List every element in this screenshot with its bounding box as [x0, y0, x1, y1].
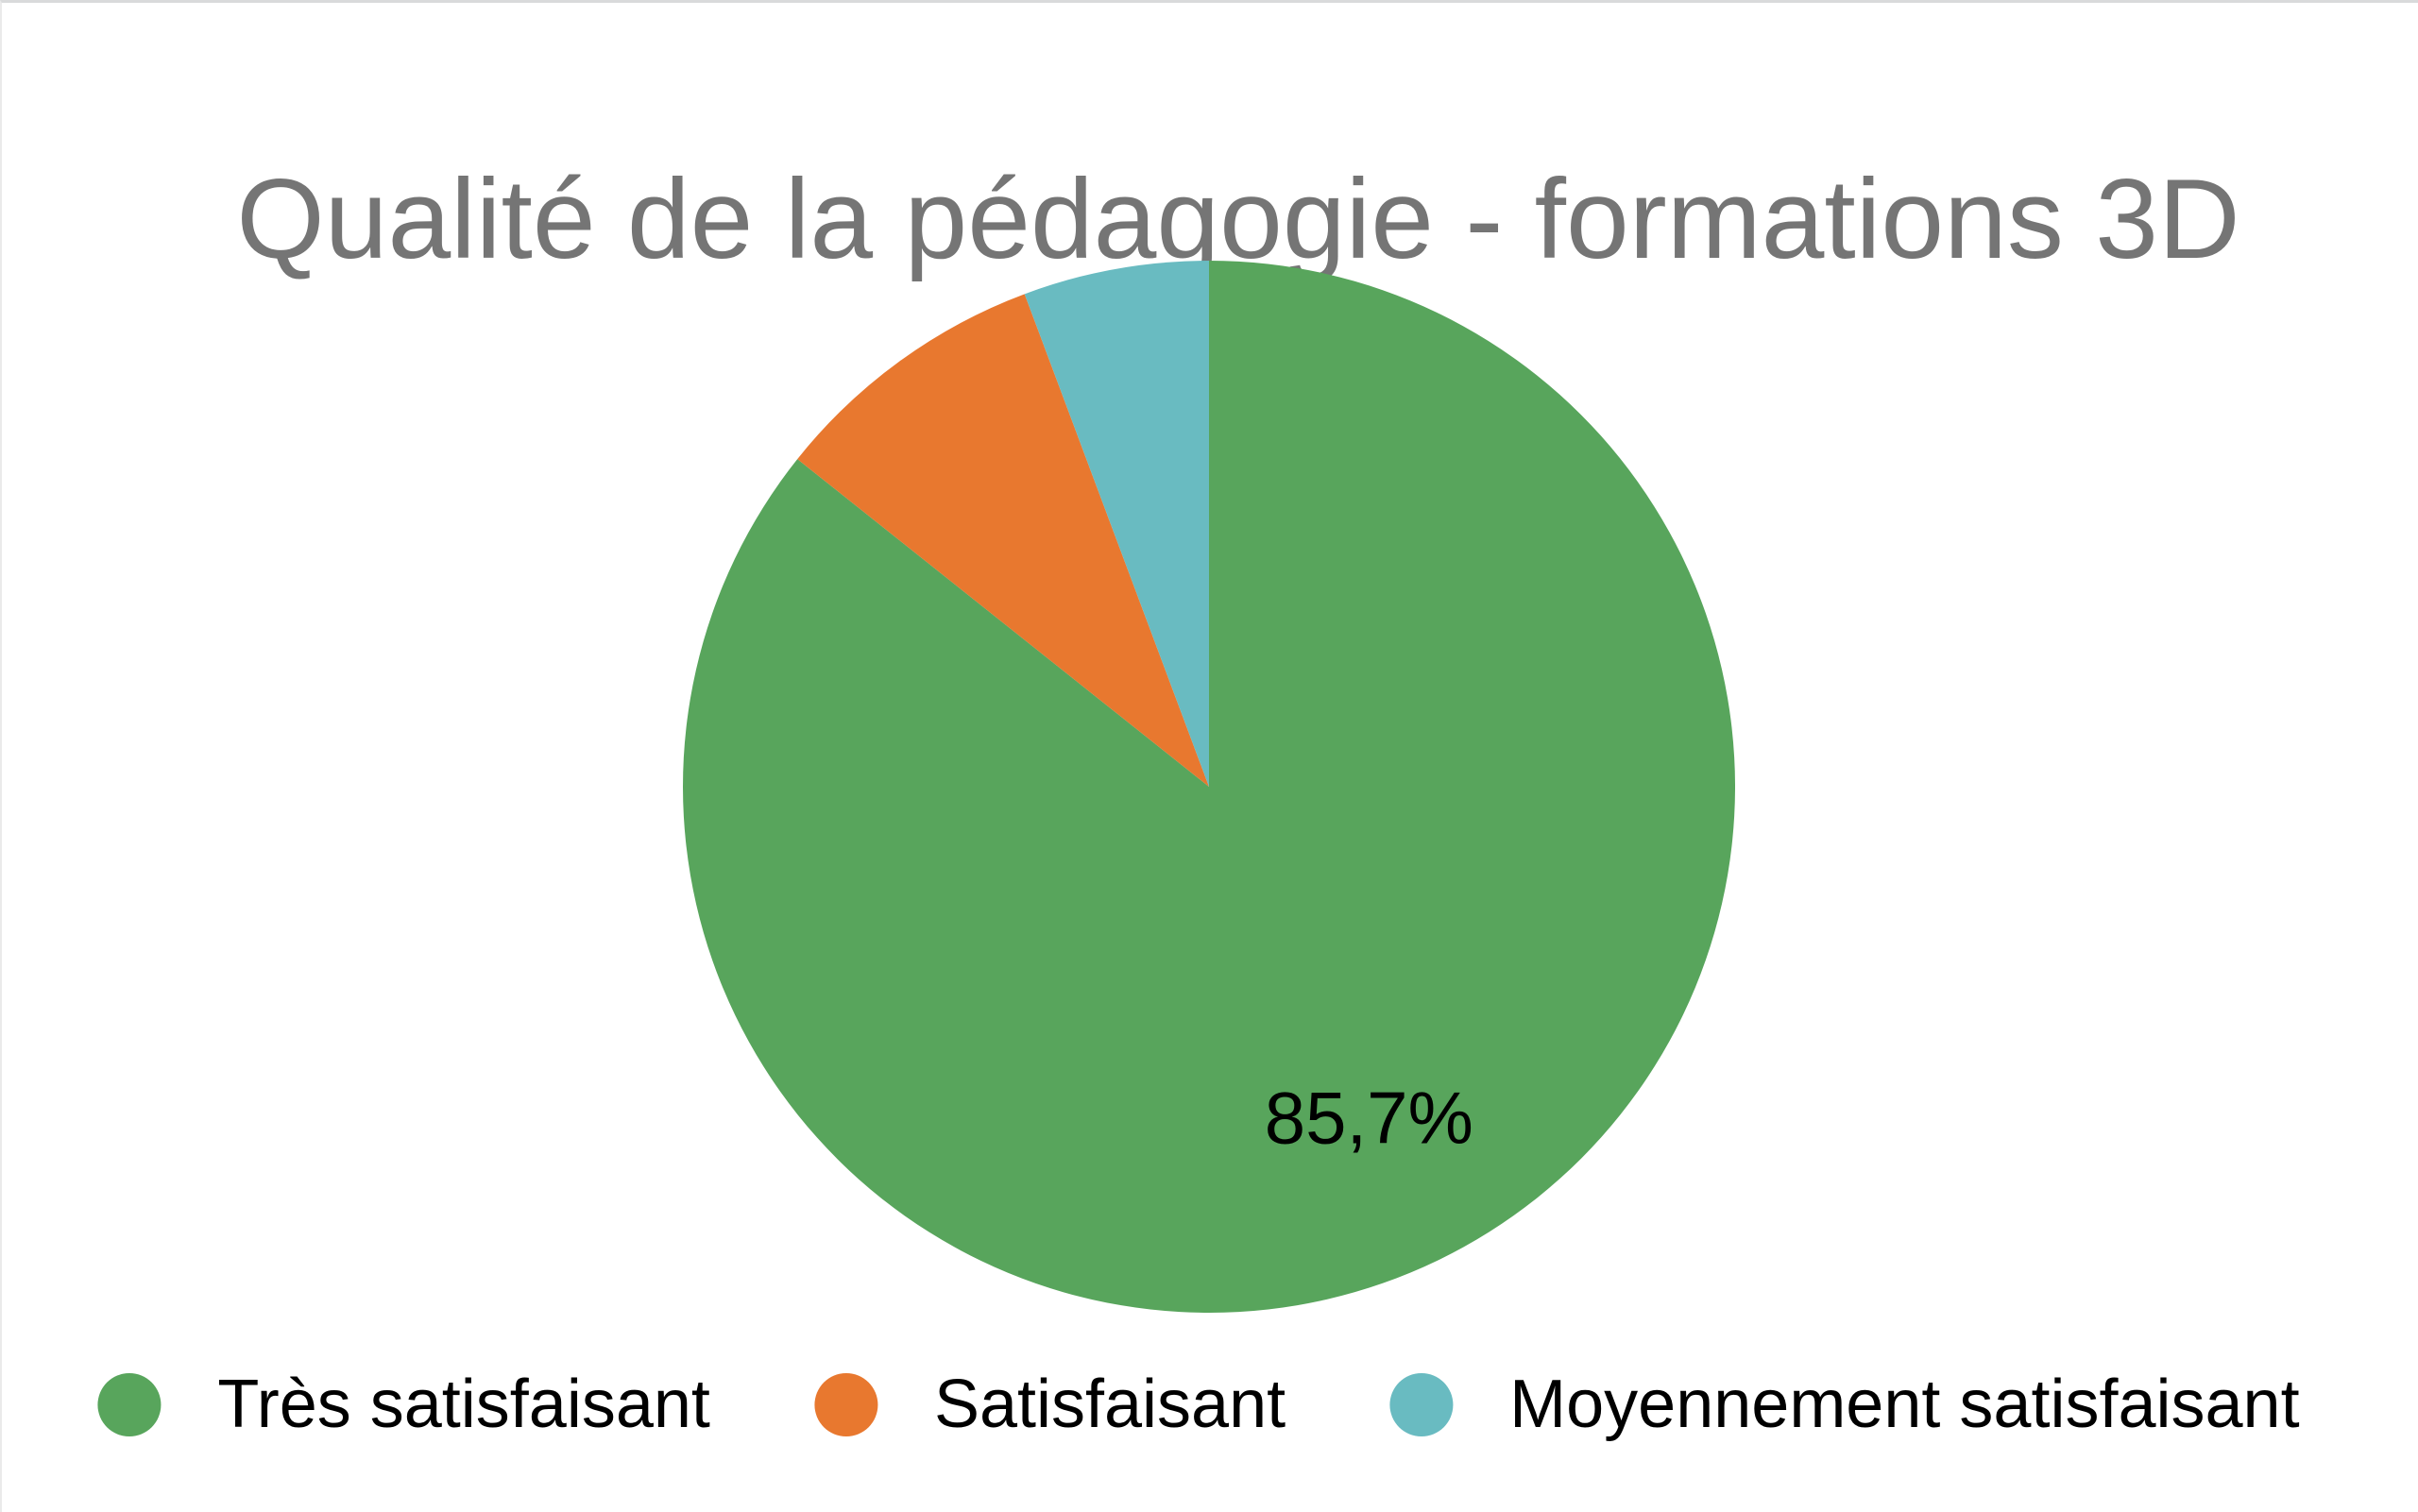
- pie-chart: 85,7%: [683, 261, 1735, 1313]
- legend-swatch-teal-circle-icon: [1389, 1372, 1454, 1436]
- pie-slice-percentage-label: 85,7%: [1264, 1076, 1473, 1160]
- chart-title: Qualité de la pédagogie - formations 3D: [236, 156, 2240, 283]
- legend-label-moyennement-satisfaisant: Moyennement satisfaisant: [1509, 1367, 2300, 1442]
- legend-item-moyennement-satisfaisant: Moyennement satisfaisant: [1389, 1367, 2300, 1442]
- legend-swatch-green-circle-icon: [97, 1372, 162, 1436]
- legend-label-satisfaisant: Satisfaisant: [933, 1367, 1286, 1442]
- legend-swatch-orange-circle-icon: [813, 1372, 877, 1436]
- legend-label-tres-satisfaisant: Très satisfaisant: [217, 1367, 710, 1442]
- legend-item-satisfaisant: Satisfaisant: [813, 1367, 1286, 1442]
- pie-slice-satisfaisant[interactable]: [797, 294, 1209, 788]
- pie-slice-tr-s-satisfaisant[interactable]: [683, 261, 1735, 1313]
- pie-slice-moyennement-satisfaisant[interactable]: [1024, 261, 1209, 787]
- chart-legend: Très satisfaisant Satisfaisant Moyenneme…: [97, 1365, 2300, 1444]
- legend-item-tres-satisfaisant: Très satisfaisant: [97, 1370, 710, 1438]
